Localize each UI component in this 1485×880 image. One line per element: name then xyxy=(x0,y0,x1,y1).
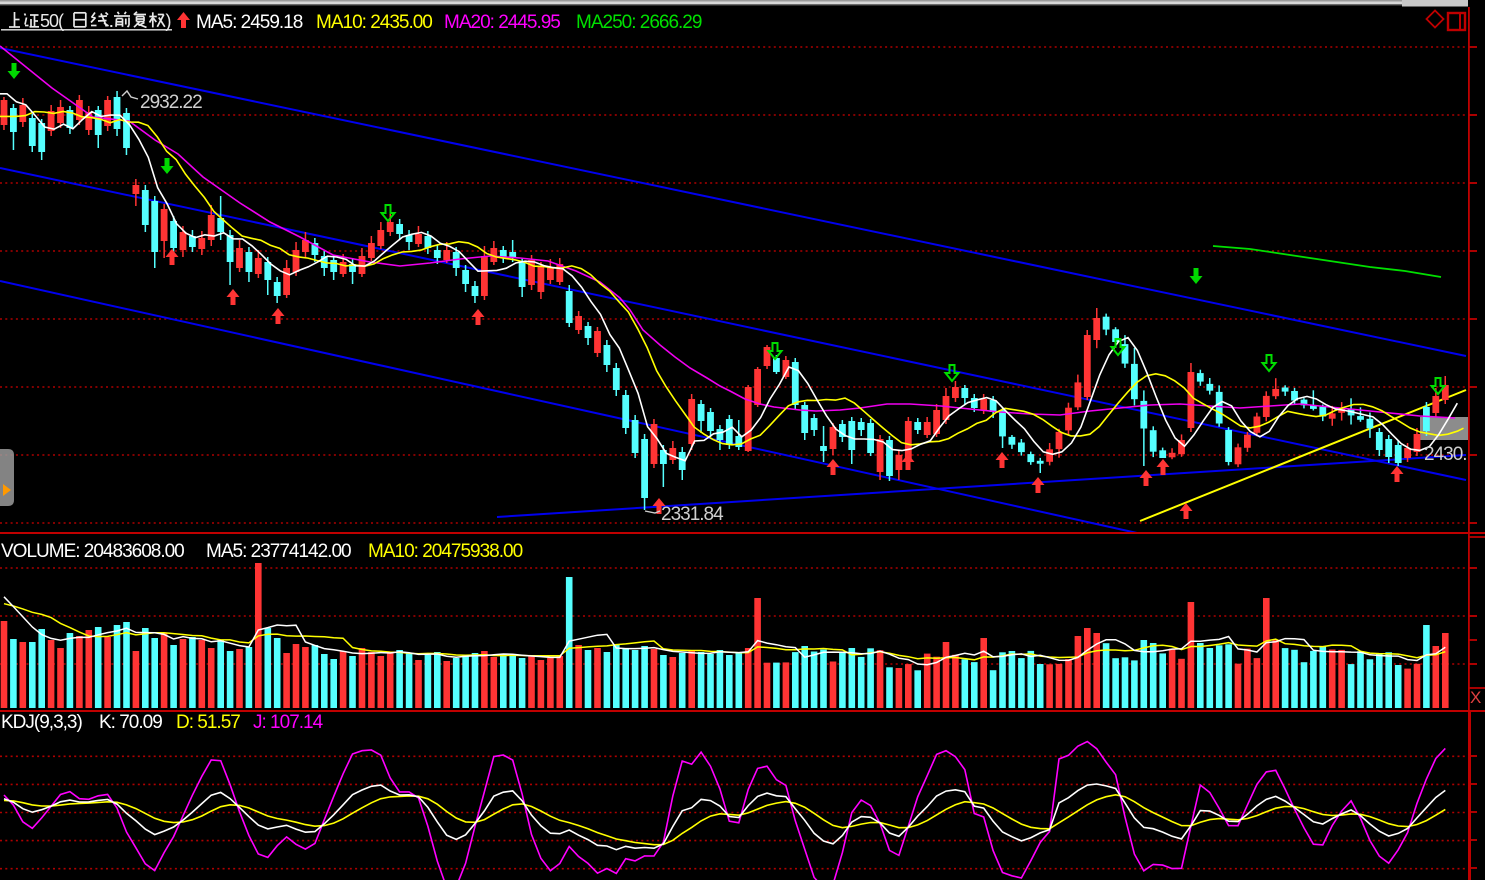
svg-text:K: 70.09: K: 70.09 xyxy=(99,712,162,733)
svg-text:MA10: 20475938.00: MA10: 20475938.00 xyxy=(368,541,523,562)
svg-text:): ) xyxy=(166,11,171,31)
svg-text:MA10: 2435.00: MA10: 2435.00 xyxy=(316,12,432,33)
svg-text:50(: 50( xyxy=(40,11,64,31)
svg-text:MA5: 23774142.00: MA5: 23774142.00 xyxy=(206,541,351,562)
svg-text:J: 107.14: J: 107.14 xyxy=(253,712,324,733)
svg-text:2331.84: 2331.84 xyxy=(661,504,724,525)
svg-text:VOLUME: 20483608.00: VOLUME: 20483608.00 xyxy=(1,541,184,562)
svg-text:D: 51.57: D: 51.57 xyxy=(176,712,240,733)
svg-text:MA20: 2445.95: MA20: 2445.95 xyxy=(444,12,560,33)
svg-text:X: X xyxy=(1470,688,1481,707)
svg-text:MA250: 2666.29: MA250: 2666.29 xyxy=(576,12,702,33)
svg-text:2430.: 2430. xyxy=(1424,444,1467,465)
svg-text:2932.22: 2932.22 xyxy=(140,92,202,113)
svg-text:MA5: 2459.18: MA5: 2459.18 xyxy=(196,12,303,33)
svg-text:KDJ(9,3,3): KDJ(9,3,3) xyxy=(1,712,82,733)
